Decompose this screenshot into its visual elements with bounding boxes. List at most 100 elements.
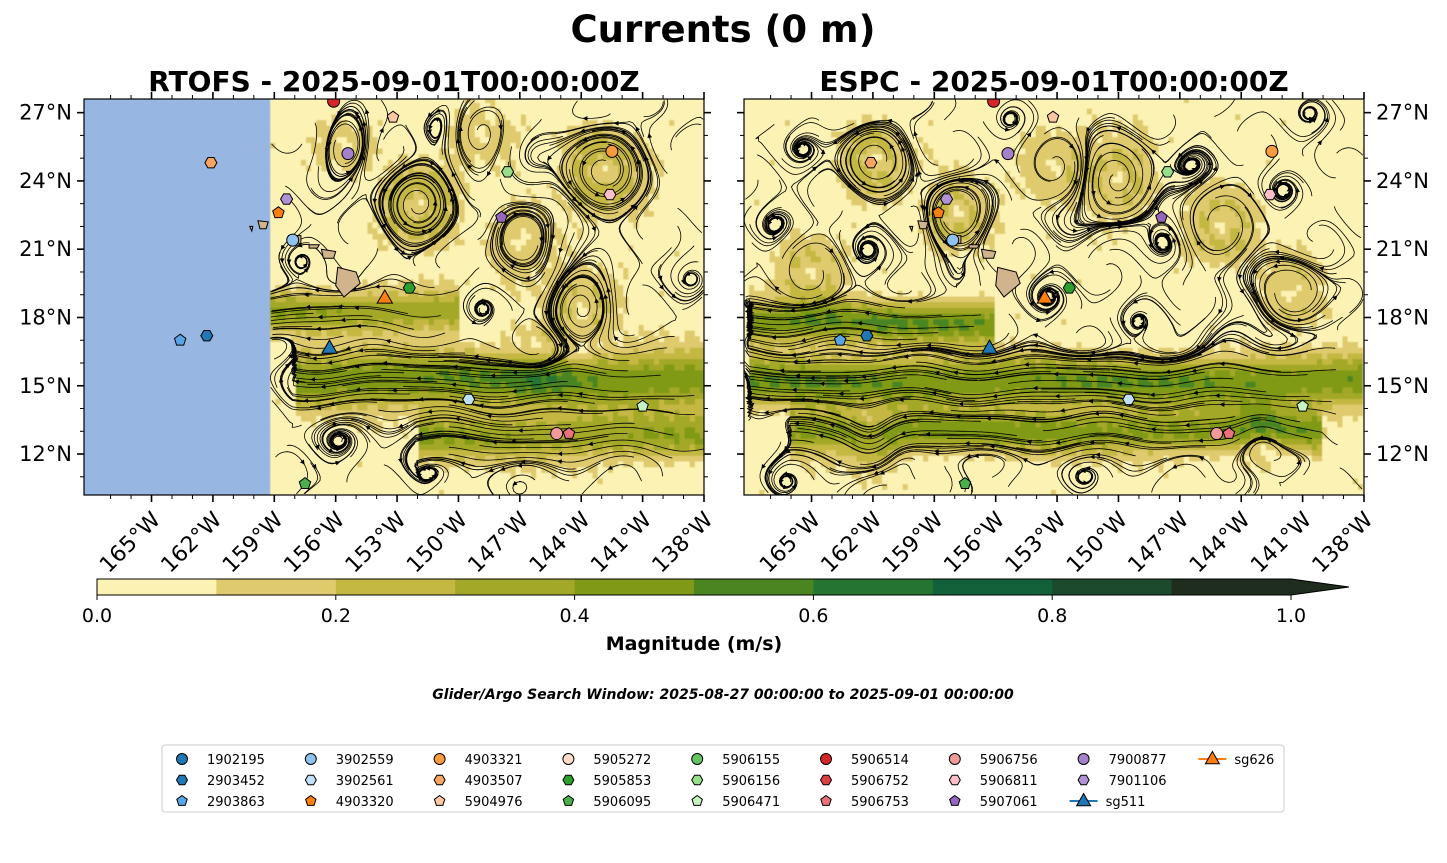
legend-item: 5906756: [948, 753, 1038, 768]
island: [980, 248, 997, 259]
streamline-arrow: [565, 349, 570, 356]
streamline-arrow: [1239, 288, 1245, 294]
streamline: [675, 123, 702, 138]
panel-title: RTOFS - 2025-09-01T00:00:00Z: [148, 65, 639, 98]
marker-2903452: [200, 330, 214, 342]
streamline-arrow: [1191, 368, 1198, 373]
streamline-arrow: [889, 143, 895, 150]
x-tick-label: 162°W: [157, 507, 228, 578]
legend-label: sg626: [1234, 753, 1274, 768]
legend-label: 4903321: [465, 753, 523, 768]
marker-2903863: [833, 333, 847, 346]
legend-label: 5906756: [980, 753, 1038, 768]
streamline-arrow: [836, 460, 843, 465]
y-tick-label: 21°N: [1376, 237, 1429, 261]
streamline-arrow: [1068, 143, 1074, 149]
marker-3902561: [462, 393, 476, 406]
marker-7901106: [280, 193, 294, 205]
streamline-arrow: [327, 360, 334, 365]
island: [308, 244, 321, 249]
streamline-arrow: [581, 252, 588, 257]
streamline-arrow: [781, 407, 788, 413]
streamline-arrow: [280, 244, 286, 250]
streamline-arrow: [960, 271, 966, 277]
streamline-arrow: [994, 158, 1000, 164]
streamline-arrow: [854, 130, 860, 135]
streamline-arrow: [577, 391, 584, 397]
y-tick-label: 24°N: [1376, 169, 1429, 193]
marker-sg511: [981, 339, 998, 354]
streamline-arrow: [449, 196, 455, 203]
streamline-arrow: [358, 347, 364, 353]
streamline-arrow: [546, 356, 552, 362]
streamline-arrow: [768, 469, 774, 476]
legend-marker-5905853: [562, 774, 575, 786]
colorbar: 0.0 0.2 0.4 0.6 0.8 1.0 Magnitude (m/s): [82, 578, 1350, 655]
streamline: [944, 465, 953, 493]
island: [335, 266, 361, 298]
streamline-arrow: [765, 215, 770, 221]
streamlines: [269, 99, 704, 495]
streamline: [1336, 147, 1364, 156]
streamline-arrow: [811, 300, 817, 305]
streamline-arrow: [1210, 340, 1216, 346]
streamline-arrow: [635, 126, 641, 132]
streamline-arrow: [1138, 354, 1145, 360]
island: [248, 225, 254, 233]
streamline-arrow: [1172, 237, 1177, 244]
streamline-arrow: [1073, 219, 1079, 225]
streamline-arrow: [451, 171, 457, 178]
x-tick-label: 138°W: [648, 507, 719, 578]
streamline-arrow: [304, 352, 311, 358]
marker-2903863: [173, 333, 187, 346]
streamline-arrow: [1045, 310, 1051, 315]
legend-label: 7901106: [1109, 774, 1167, 789]
marker-sg511: [321, 339, 338, 354]
legend-item: 5906514: [820, 753, 909, 768]
streamline: [271, 338, 288, 360]
legend-marker-3902559: [304, 753, 317, 765]
streamline-arrow: [903, 354, 910, 359]
streamline-arrow: [1219, 184, 1225, 190]
streamline-arrow: [1035, 317, 1042, 323]
streamline-arrow: [544, 371, 551, 377]
streamline-arrow: [774, 285, 780, 291]
legend-label: 5906752: [851, 774, 909, 789]
marker-5905853: [1062, 282, 1076, 294]
streamline-arrow: [417, 431, 424, 437]
marker-5906156: [501, 166, 515, 178]
streamline-arrow: [385, 339, 392, 344]
streamline-arrow: [397, 457, 403, 464]
streamline-arrow: [398, 423, 404, 428]
streamline-arrow: [1272, 186, 1278, 193]
legend-marker-4903320: [305, 794, 317, 806]
streamline-arrow: [354, 363, 360, 369]
streamline-arrow: [407, 255, 413, 261]
colorbar-segment: [97, 579, 217, 595]
streamline: [862, 484, 887, 495]
streamline: [745, 364, 786, 375]
streamline: [270, 312, 314, 318]
streamline-arrow: [351, 286, 358, 292]
streamline-arrow: [429, 161, 435, 166]
legend-marker-7901106: [1077, 774, 1090, 786]
legend-marker-2903452: [175, 774, 189, 786]
streamline-arrow: [973, 453, 980, 459]
streamline-arrow: [1073, 179, 1079, 186]
legend-marker-5906756: [948, 753, 961, 765]
streamline-arrow: [873, 470, 879, 475]
x-tick-label: 159°W: [218, 507, 289, 578]
legend-marker-5906752: [819, 774, 833, 786]
streamline-arrow: [1086, 126, 1091, 133]
marker-5906756: [1210, 427, 1224, 441]
marker-sg626: [1036, 289, 1054, 304]
map-panel-1: ESPC - 2025-09-01T00:00:00Z 165°W162°W159…: [737, 65, 1429, 578]
streamline-arrow: [402, 220, 408, 226]
streamline-arrow: [509, 264, 515, 269]
legend-item: 5906155: [691, 753, 780, 768]
legend-label: 5906753: [851, 795, 909, 810]
streamline-arrow: [580, 128, 586, 133]
streamline-arrow: [455, 138, 461, 145]
streamline-arrow: [1118, 413, 1125, 418]
legend-label: 5906156: [722, 774, 780, 789]
